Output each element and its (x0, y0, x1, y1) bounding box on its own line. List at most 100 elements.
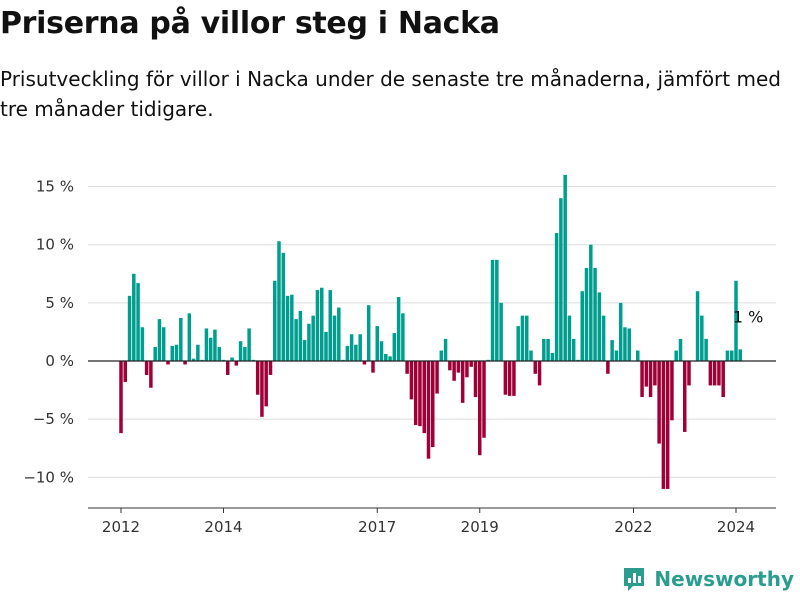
bar (704, 338, 708, 361)
bar (670, 361, 674, 421)
bar (589, 244, 593, 361)
chart-title: Priserna på villor steg i Nacka (0, 6, 500, 41)
bar (687, 361, 691, 386)
bar (738, 349, 742, 361)
bar (324, 331, 328, 361)
bar (345, 345, 350, 361)
bar (238, 341, 243, 361)
bar (413, 361, 418, 425)
bar (571, 338, 576, 361)
bar (396, 297, 401, 361)
bar (683, 361, 687, 432)
bar (273, 280, 277, 361)
bar (520, 315, 525, 361)
bar (187, 313, 192, 361)
bar (550, 352, 555, 361)
bar (610, 340, 614, 361)
bar (379, 341, 384, 361)
bar (371, 361, 375, 373)
bar (183, 361, 187, 365)
bar (708, 361, 713, 386)
x-tick-label: 2012 (102, 518, 140, 536)
axes (88, 360, 776, 513)
bar (712, 361, 717, 386)
y-tick-label: 10 % (36, 236, 74, 254)
bar (170, 345, 174, 361)
bar (443, 338, 448, 361)
x-tick-label: 2014 (204, 518, 242, 536)
bar (721, 361, 725, 398)
newsworthy-logo-icon (624, 568, 645, 591)
bar (294, 319, 298, 361)
bar (601, 315, 606, 361)
bar (354, 344, 358, 361)
bar (559, 198, 563, 361)
bar (456, 361, 461, 373)
y-axis-labels: 15 % 10 % 5 % 0 % −5 % −10 % (23, 178, 74, 487)
bar (533, 361, 537, 374)
bar (366, 305, 371, 361)
bar (678, 338, 683, 361)
bar (644, 361, 649, 387)
bar (465, 361, 469, 378)
bar (448, 361, 452, 371)
y-tick-label: −5 % (33, 410, 74, 428)
bar (653, 361, 657, 386)
bar (328, 290, 332, 361)
bar (362, 361, 367, 365)
x-tick-label: 2017 (358, 518, 396, 536)
bar (435, 361, 439, 394)
bar (563, 174, 567, 361)
bar (196, 344, 200, 361)
y-tick-label: 0 % (45, 352, 74, 370)
bar (460, 361, 465, 403)
bar (392, 333, 397, 361)
bar (234, 361, 239, 366)
bar (725, 350, 730, 361)
bar (554, 233, 559, 361)
bar (264, 361, 268, 407)
bar (627, 328, 631, 361)
bar (665, 361, 670, 489)
bar (695, 291, 700, 361)
bar (490, 259, 495, 361)
newsworthy-logo-text: Newsworthy (654, 567, 794, 591)
bar (661, 361, 666, 489)
y-tick-label: 15 % (36, 178, 74, 196)
bar (499, 302, 503, 361)
bar (311, 315, 315, 361)
bar (247, 328, 251, 361)
bar (226, 361, 230, 375)
bar (298, 310, 303, 361)
bar (123, 361, 127, 382)
bar (127, 295, 132, 361)
bar (525, 315, 529, 361)
bar (482, 361, 486, 438)
bar (140, 327, 145, 361)
bar (580, 291, 584, 361)
bar (405, 361, 409, 374)
bar (409, 361, 414, 400)
bar (422, 361, 426, 434)
y-tick-label: −10 % (23, 468, 74, 486)
chart-subtitle: Prisutveckling för villor i Nacka under … (0, 67, 781, 121)
bar (149, 361, 153, 388)
bar (144, 361, 149, 375)
bar (473, 361, 478, 398)
x-axis-labels: 2012 2014 2017 2019 2022 2024 (102, 518, 755, 536)
bar (204, 328, 209, 361)
bar (230, 357, 234, 361)
bar (606, 361, 610, 374)
bar (503, 361, 508, 395)
bar (418, 361, 422, 427)
bar (618, 302, 623, 361)
bar (516, 326, 520, 361)
bar (179, 317, 183, 361)
bar (700, 315, 704, 361)
y-tick-label: 5 % (45, 294, 74, 312)
bar (332, 315, 337, 361)
bar (593, 267, 597, 361)
bar (529, 350, 533, 361)
bar (730, 350, 734, 361)
